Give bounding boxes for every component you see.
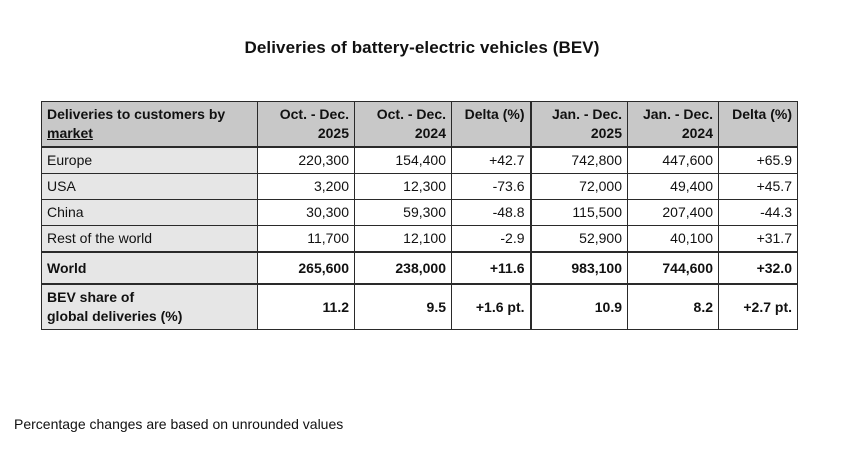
cell-delta: -2.9 [451,225,532,253]
cell-value: 220,300 [257,146,355,174]
header-col-q4-delta: Delta (%) [451,101,532,148]
cell-value: 744,600 [627,251,719,285]
cell-value: 12,300 [354,173,452,200]
row-label: Europe [41,146,258,174]
cell-value: 52,900 [530,225,628,253]
row-label: BEV share of global deliveries (%) [41,283,258,330]
header-col-q4-2025-line2: 2025 [317,125,349,141]
row-label: Rest of the world [41,225,258,253]
cell-value: 11,700 [257,225,355,253]
cell-delta: +31.7 [718,225,798,253]
header-col-fy-2025-line1: Jan. - Dec. [551,106,622,122]
cell-delta: +2.7 pt. [718,283,798,330]
header-col-fy-delta: Delta (%) [718,101,798,148]
header-col-fy-2025: Jan. - Dec. 2025 [530,101,628,148]
cell-value: 30,300 [257,199,355,226]
table-row-usa: USA 3,200 12,300 -73.6 72,000 49,400 +45… [41,173,798,200]
table-row-europe: Europe 220,300 154,400 +42.7 742,800 447… [41,146,798,174]
cell-value: 9.5 [354,283,452,330]
cell-value: 983,100 [530,251,628,285]
cell-value: 742,800 [530,146,628,174]
header-col-fy-2024: Jan. - Dec. 2024 [627,101,719,148]
cell-value: 3,200 [257,173,355,200]
table-row-rest-of-world: Rest of the world 11,700 12,100 -2.9 52,… [41,225,798,253]
cell-delta: -73.6 [451,173,532,200]
row-label: China [41,199,258,226]
cell-value: 207,400 [627,199,719,226]
cell-delta: +11.6 [451,251,532,285]
cell-value: 49,400 [627,173,719,200]
page-title: Deliveries of battery-electric vehicles … [244,38,600,57]
table-header: Deliveries to customers by market Oct. -… [41,101,798,148]
cell-value: 115,500 [530,199,628,226]
bev-deliveries-table: Deliveries to customers by market Oct. -… [41,101,798,330]
cell-value: 59,300 [354,199,452,226]
header-market-line1: Deliveries to customers by [47,106,226,122]
cell-delta: +45.7 [718,173,798,200]
row-label: USA [41,173,258,200]
cell-value: 265,600 [257,251,355,285]
header-col-q4-2025-line1: Oct. - Dec. [279,106,349,122]
share-label-line2: global deliveries (%) [47,308,183,324]
header-col-q4-2024-line1: Oct. - Dec. [376,106,446,122]
header-col-q4-2025: Oct. - Dec. 2025 [257,101,355,148]
header-col-fy-2025-line2: 2025 [590,125,622,141]
header-col-fy-2024-line1: Jan. - Dec. [642,106,713,122]
header-market-label: Deliveries to customers by market [41,101,258,148]
header-col-q4-2024: Oct. - Dec. 2024 [354,101,452,148]
cell-value: 40,100 [627,225,719,253]
cell-delta: +65.9 [718,146,798,174]
table-row-bev-share: BEV share of global deliveries (%) 11.2 … [41,283,798,330]
cell-value: 72,000 [530,173,628,200]
header-market-line2: market [47,125,93,141]
table-row-china: China 30,300 59,300 -48.8 115,500 207,40… [41,199,798,226]
cell-value: 447,600 [627,146,719,174]
share-label-line1: BEV share of [47,289,135,305]
cell-value: 8.2 [627,283,719,330]
cell-value: 12,100 [354,225,452,253]
cell-delta: +1.6 pt. [451,283,532,330]
cell-delta: +32.0 [718,251,798,285]
cell-value: 154,400 [354,146,452,174]
header-col-q4-delta-line1: Delta (%) [464,106,525,122]
header-col-fy-delta-line1: Delta (%) [732,106,792,122]
row-label: World [41,251,258,285]
cell-value: 10.9 [530,283,628,330]
header-col-q4-2024-line2: 2024 [414,125,446,141]
cell-delta: -48.8 [451,199,532,226]
header-col-fy-2024-line2: 2024 [681,125,713,141]
cell-delta: +42.7 [451,146,532,174]
cell-value: 238,000 [354,251,452,285]
cell-value: 11.2 [257,283,355,330]
footnote: Percentage changes are based on unrounde… [14,416,344,432]
table-row-world: World 265,600 238,000 +11.6 983,100 744,… [41,251,798,285]
cell-delta: -44.3 [718,199,798,226]
